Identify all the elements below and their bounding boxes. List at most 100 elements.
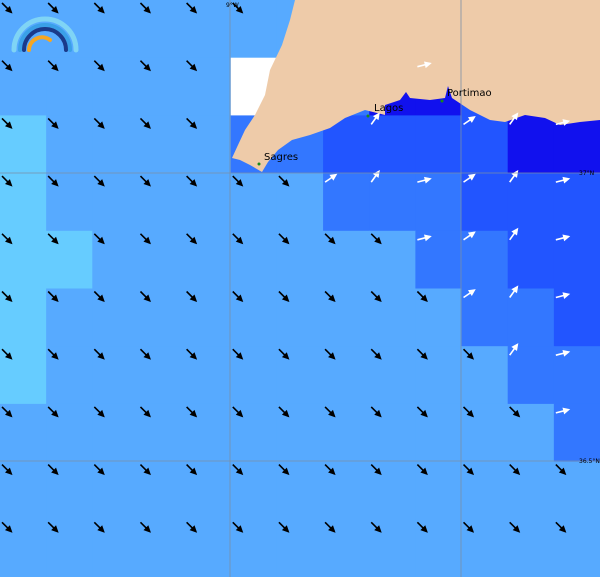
arrow <box>462 521 475 533</box>
arrow-head <box>511 112 519 121</box>
arrow <box>370 521 382 533</box>
arrow-head <box>235 294 244 302</box>
ocean-cell <box>369 173 416 232</box>
arrow <box>1 117 13 129</box>
place-label: Portimao <box>447 88 492 99</box>
arrow-head <box>281 352 290 360</box>
arrow-head <box>374 352 382 360</box>
arrow-head <box>143 121 151 129</box>
arrow-head <box>5 352 13 360</box>
arrow <box>93 2 105 14</box>
arrow-head <box>5 525 13 533</box>
arrow <box>232 406 244 418</box>
arrow-head <box>562 176 571 184</box>
arrow <box>93 60 105 72</box>
arrow <box>1 464 13 476</box>
arrow <box>186 117 198 129</box>
arrow-head <box>562 292 571 299</box>
arrow-head <box>97 409 105 418</box>
arrow-head <box>466 409 475 418</box>
arrow-head <box>235 179 244 187</box>
arrow-head <box>97 236 105 245</box>
arrow <box>324 290 336 302</box>
arrow <box>278 290 290 302</box>
arrow <box>139 406 151 418</box>
arrow <box>463 231 476 241</box>
arrow <box>1 175 13 187</box>
arrow-head <box>143 409 151 418</box>
arrow <box>509 406 521 418</box>
arrow-head <box>467 231 476 239</box>
arrow-head <box>374 409 382 418</box>
arrow-head <box>511 227 519 236</box>
arrow-head <box>562 234 571 242</box>
arrow-head <box>51 409 59 418</box>
arrow-head <box>420 409 428 418</box>
arrow-head <box>5 6 13 14</box>
arrow-head <box>281 409 290 418</box>
arrow-head <box>5 467 13 476</box>
arrow-head <box>235 409 244 418</box>
ocean-cell <box>553 346 600 405</box>
arrow-head <box>235 236 244 245</box>
arrow <box>370 406 382 418</box>
arrow-head <box>189 467 198 476</box>
arrow <box>509 285 519 298</box>
arrow <box>186 175 198 187</box>
arrow <box>1 2 13 14</box>
arrow <box>232 2 244 14</box>
arrow <box>1 521 13 533</box>
arrow <box>416 348 428 360</box>
arrow <box>370 290 382 302</box>
arrow-head <box>235 6 244 14</box>
arrow <box>278 464 290 476</box>
arrow-head <box>558 525 567 533</box>
arrow <box>324 348 336 360</box>
ocean-cell <box>461 230 509 289</box>
arrow <box>555 119 571 126</box>
arrow <box>417 61 432 69</box>
arrow <box>47 117 59 129</box>
arrow <box>278 521 290 533</box>
arrow <box>555 464 567 476</box>
arrow-head <box>511 285 519 294</box>
arrow <box>370 464 382 476</box>
arrow-head <box>466 352 475 360</box>
arrow <box>47 464 59 476</box>
arrow-head <box>143 236 151 245</box>
ocean-cell <box>461 173 509 232</box>
arrow <box>324 406 336 418</box>
arrow-head <box>423 234 432 242</box>
arrow-head <box>51 294 59 302</box>
arrow <box>416 406 428 418</box>
arrow <box>186 60 198 72</box>
arrow <box>1 290 13 302</box>
arrow <box>139 2 151 14</box>
arrow <box>555 234 571 242</box>
arrows <box>1 2 571 533</box>
ocean-cell <box>553 288 600 347</box>
arrow-head <box>281 179 290 187</box>
latitude-label: 36.5°N <box>579 458 600 465</box>
arrow <box>417 176 432 184</box>
arrow <box>509 227 519 241</box>
arrow <box>47 233 59 245</box>
latitude-label: 37°N <box>579 170 594 177</box>
arrow-head <box>51 63 59 72</box>
arrow-head <box>420 525 428 533</box>
arrow-head <box>423 176 432 184</box>
arrow <box>463 116 476 126</box>
arrow-head <box>328 352 336 360</box>
arrow <box>186 233 198 245</box>
arrow <box>462 464 475 476</box>
arrow <box>232 175 244 187</box>
arrow <box>370 348 382 360</box>
place-dot <box>440 99 444 103</box>
arrow-head <box>467 173 476 181</box>
arrow-head <box>97 179 105 187</box>
arrow <box>93 175 105 187</box>
arrow-head <box>51 236 59 245</box>
arrow <box>1 348 13 360</box>
